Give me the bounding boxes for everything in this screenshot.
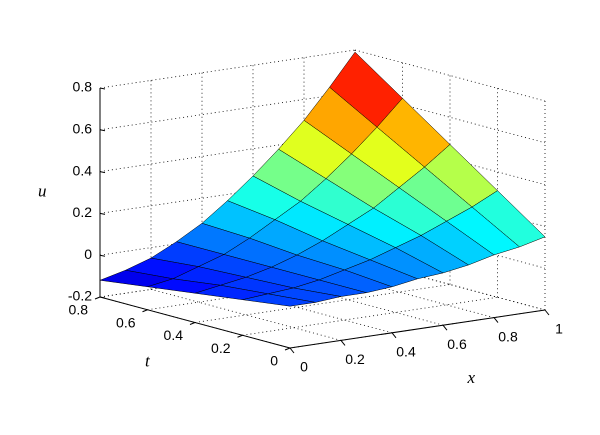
grid-line [242, 296, 498, 336]
u-tick-label: 0.2 [73, 204, 93, 220]
t-tick-label: 0.4 [164, 327, 184, 343]
u-tick [99, 87, 106, 90]
u-tick-label: -0.2 [68, 288, 92, 304]
u-tick [99, 254, 106, 257]
t-tick [94, 296, 101, 300]
u-axis-label: u [38, 181, 47, 200]
t-tick [237, 334, 243, 338]
x-tick-label: 0.8 [498, 328, 518, 344]
t-tick-label: 0.2 [211, 340, 231, 356]
x-tick-label: 1 [555, 321, 563, 337]
u-tick [99, 212, 106, 215]
u-tick-label: 0.4 [73, 162, 93, 178]
u-tick-label: 0.8 [73, 79, 93, 95]
x-axis-label: x [467, 368, 476, 387]
t-tick [142, 309, 148, 313]
x-tick [289, 347, 295, 354]
surface-patch [242, 293, 316, 307]
u-tick [99, 129, 106, 132]
u-tick [99, 171, 106, 174]
t-tick [189, 322, 196, 325]
x-tick-label: 0.6 [447, 336, 467, 352]
grid-line [99, 49, 356, 89]
grid-line [99, 175, 356, 214]
u-tick-label: 0.6 [73, 121, 93, 137]
grid-line [194, 284, 451, 323]
t-tick-label: 0 [270, 353, 278, 369]
t-tick-label: 0.6 [116, 314, 136, 330]
grid-line [303, 266, 495, 318]
grid-line [150, 289, 342, 341]
grid-line [99, 133, 356, 172]
u-tick-label: 0 [84, 246, 92, 262]
t-axis-label: t [145, 351, 151, 370]
t-tick-label: 0.8 [69, 302, 89, 318]
x-tick-label: 0 [300, 359, 308, 375]
x-tick [493, 317, 499, 323]
grid-line [99, 91, 356, 131]
u-tick [99, 296, 106, 299]
x-axis [289, 309, 546, 349]
grid-line [354, 49, 546, 102]
x-tick [340, 340, 346, 346]
x-tick [544, 309, 550, 316]
x-tick-label: 0.4 [396, 344, 416, 360]
t-tick [284, 347, 291, 351]
x-tick [391, 332, 397, 339]
grid-line [252, 273, 444, 326]
x-tick-label: 0.2 [345, 351, 365, 367]
grid-line [354, 258, 546, 311]
x-tick [442, 324, 448, 331]
grid-line [201, 281, 393, 334]
